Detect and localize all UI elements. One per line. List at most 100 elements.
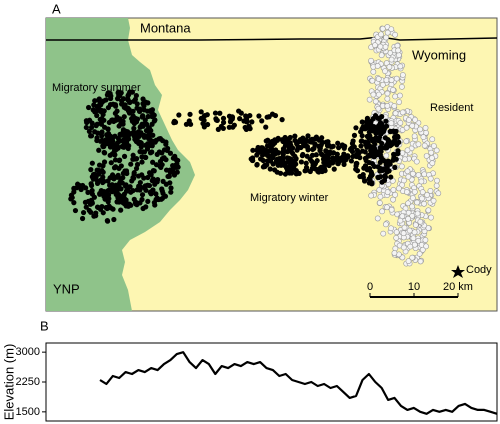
migratory-location xyxy=(359,119,365,125)
migratory-location xyxy=(167,180,173,186)
migratory-location xyxy=(383,118,389,124)
migratory-location xyxy=(98,120,104,126)
migratory-location xyxy=(118,186,124,192)
migratory-location xyxy=(217,110,223,116)
migratory-location xyxy=(376,174,382,181)
migratory-location xyxy=(289,170,295,176)
migratory-location xyxy=(100,169,106,175)
migratory-location xyxy=(139,192,146,198)
migratory-location xyxy=(322,162,328,168)
migratory-location xyxy=(126,109,133,115)
migratory-location xyxy=(242,124,248,131)
panel-label: A xyxy=(52,1,61,16)
resident-location xyxy=(397,92,403,99)
migratory-location xyxy=(284,149,290,155)
resident-location xyxy=(395,47,402,54)
migratory-location xyxy=(97,206,104,212)
resident-location xyxy=(399,213,406,220)
migratory-location xyxy=(356,150,362,156)
resident-location xyxy=(400,230,407,237)
migratory-location xyxy=(159,162,165,168)
migratory-location xyxy=(172,153,178,159)
migratory-location xyxy=(80,209,87,216)
migratory-location xyxy=(89,160,95,166)
resident-location xyxy=(420,134,427,140)
migratory-location xyxy=(88,124,95,131)
resident-location xyxy=(390,86,396,93)
resident-location xyxy=(375,105,382,112)
migratory-location xyxy=(300,151,306,158)
migratory-location xyxy=(139,159,145,165)
state-border xyxy=(46,36,498,41)
migratory-location xyxy=(140,113,146,119)
resident-location xyxy=(390,187,397,193)
migratory-location xyxy=(198,109,204,115)
resident-location xyxy=(397,63,404,70)
resident-location xyxy=(419,195,425,202)
resident-location xyxy=(366,96,373,103)
migratory-location xyxy=(387,140,393,147)
resident-location xyxy=(384,204,390,211)
migratory-location xyxy=(303,160,309,166)
migratory-location xyxy=(99,133,105,139)
migratory-location xyxy=(141,103,147,109)
migratory-location xyxy=(133,156,139,162)
migratory-location xyxy=(101,189,107,195)
resident-location xyxy=(409,203,416,210)
migratory-location xyxy=(365,133,371,140)
migratory-location xyxy=(150,159,156,165)
migratory-location xyxy=(384,166,390,172)
resident-location xyxy=(427,175,434,182)
migratory-location xyxy=(153,191,159,197)
migratory-location xyxy=(97,191,103,197)
migratory-location xyxy=(331,166,337,172)
migratory-location xyxy=(97,108,104,114)
migratory-location xyxy=(148,189,154,195)
migratory-location xyxy=(372,153,378,159)
scale-label: 0 xyxy=(367,281,373,293)
migratory-location xyxy=(238,110,244,116)
panel-label: B xyxy=(40,318,49,333)
resident-location xyxy=(392,110,399,117)
migratory-location xyxy=(272,140,278,146)
migratory-location xyxy=(121,114,127,120)
migratory-location xyxy=(89,174,95,180)
migratory-location xyxy=(335,140,341,146)
migratory-location xyxy=(259,118,265,124)
migratory-location xyxy=(91,213,97,219)
resident-location xyxy=(411,229,418,236)
migratory-location xyxy=(147,131,153,137)
migratory-location xyxy=(79,182,86,189)
migratory-location xyxy=(364,115,371,121)
migratory-location xyxy=(229,116,235,122)
resident-location xyxy=(403,124,410,131)
migratory-location xyxy=(274,169,280,175)
migratory-location xyxy=(391,151,397,157)
resident-location xyxy=(384,189,391,196)
resident-location xyxy=(425,207,432,214)
resident-location xyxy=(370,91,377,98)
resident-location xyxy=(383,60,390,66)
migratory-location xyxy=(323,148,329,154)
migratory-location xyxy=(83,124,89,131)
y-tick-label: 1500 xyxy=(16,406,40,418)
resident-location xyxy=(393,75,400,82)
resident-location xyxy=(412,116,418,123)
resident-location xyxy=(382,221,389,228)
resident-location xyxy=(409,195,416,201)
map-panel: A Montana Wyoming Migratory summer Resid… xyxy=(45,1,498,312)
migratory-location xyxy=(112,142,118,148)
resident-location xyxy=(383,34,389,41)
migratory-location xyxy=(363,157,369,164)
resident-location xyxy=(368,192,375,199)
resident-location xyxy=(435,190,442,197)
migratory-location xyxy=(136,108,143,115)
migratory-location xyxy=(260,157,266,164)
migratory-location xyxy=(369,181,375,187)
migratory-location xyxy=(143,187,149,193)
migratory-location xyxy=(152,117,158,123)
group-label: Resident xyxy=(430,102,473,114)
resident-location xyxy=(384,90,391,97)
migratory-location xyxy=(143,204,149,210)
resident-location xyxy=(428,149,435,156)
